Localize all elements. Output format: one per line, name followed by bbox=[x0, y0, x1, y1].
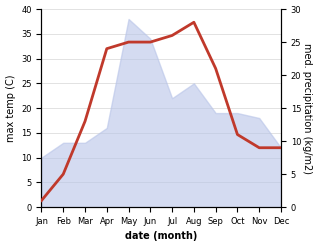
Y-axis label: med. precipitation (kg/m2): med. precipitation (kg/m2) bbox=[302, 43, 313, 174]
X-axis label: date (month): date (month) bbox=[125, 231, 197, 242]
Y-axis label: max temp (C): max temp (C) bbox=[5, 74, 16, 142]
